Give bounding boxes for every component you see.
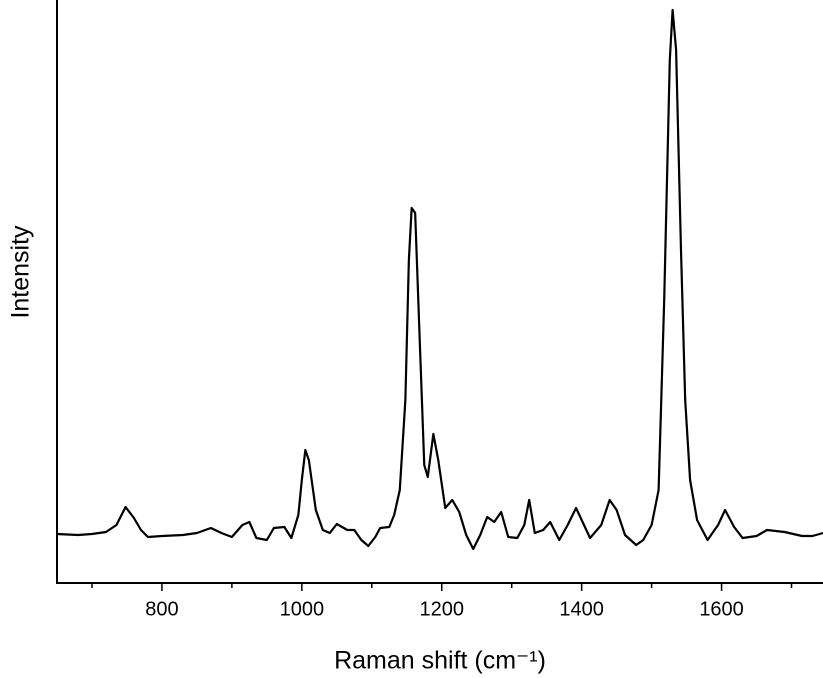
spectrum-line (56, 8, 823, 551)
x-tick-label: 1200 (419, 598, 464, 620)
x-tick-label: 1000 (280, 598, 325, 620)
x-tick-label: 800 (145, 598, 178, 620)
y-axis-title: Intensity (7, 225, 35, 319)
x-tick-label: 1400 (559, 598, 604, 620)
x-tick-label: 1600 (699, 598, 744, 620)
x-axis-title: Raman shift (cm⁻¹) (334, 647, 546, 675)
